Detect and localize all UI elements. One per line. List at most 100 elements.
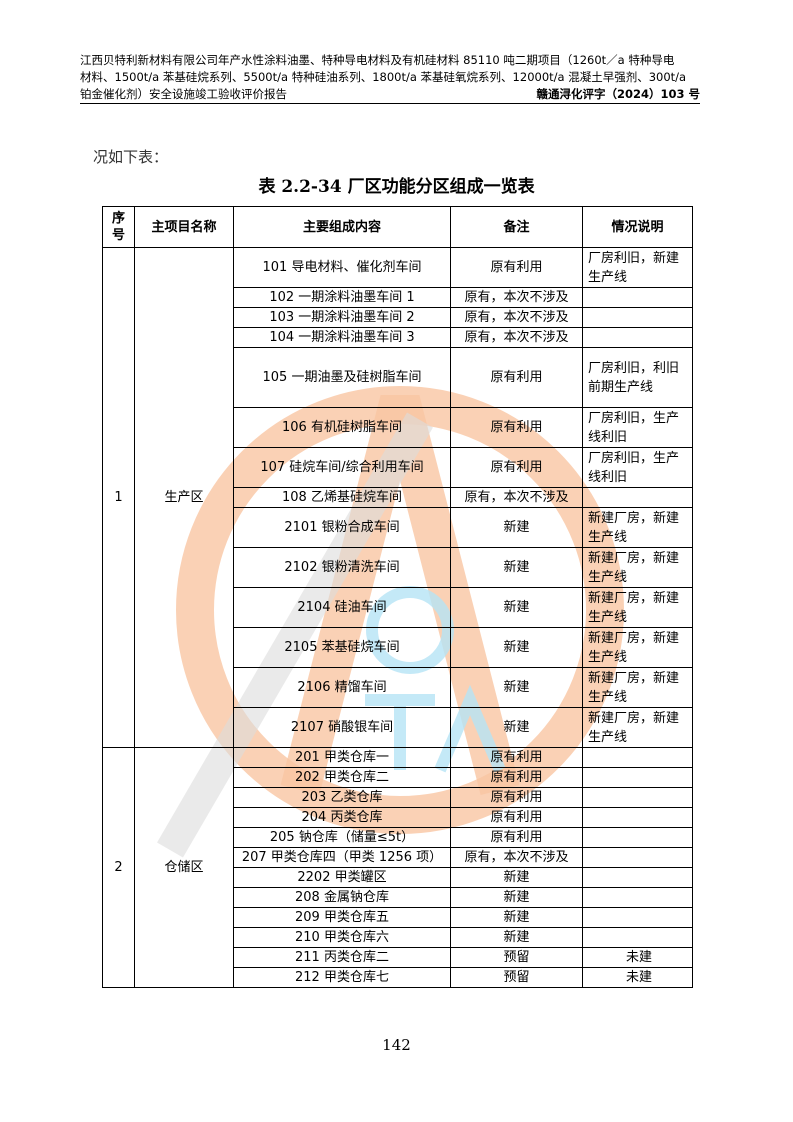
cell-content: 107 硅烷车间/综合利用车间: [233, 447, 451, 488]
cell-note: 新建厂房，新建生产线: [582, 587, 693, 628]
cell-note: [582, 767, 693, 788]
cell-content: 2107 硝酸银车间: [233, 707, 451, 748]
header-line: 铂金催化剂）安全设施竣工验收评价报告: [80, 87, 287, 101]
cell-note: 厂房利旧，新建生产线: [582, 247, 693, 288]
page-number: 142: [382, 1036, 411, 1054]
cell-content: 106 有机硅树脂车间: [233, 407, 451, 448]
cell-note: 未建: [582, 967, 693, 988]
cell-remark: 原有利用: [450, 807, 583, 828]
page-header: 江西贝特利新材料有限公司年产水性涂料油墨、特种导电材料及有机硅材料 85110 …: [80, 52, 700, 104]
cell-remark: 原有，本次不涉及: [450, 487, 583, 508]
cell-content: 201 甲类仓库一: [233, 747, 451, 768]
table-row: 102 一期涂料油墨车间 1 原有，本次不涉及: [103, 287, 693, 308]
cell-note: [582, 787, 693, 808]
cell-remark: 原有利用: [450, 767, 583, 788]
header-line: 江西贝特利新材料有限公司年产水性涂料油墨、特种导电材料及有机硅材料 85110 …: [80, 53, 675, 67]
cell-content: 202 甲类仓库二: [233, 767, 451, 788]
cell-content: 2202 甲类罐区: [233, 867, 451, 888]
cell-remark: 新建: [450, 927, 583, 948]
cell-content: 105 一期油墨及硅树脂车间: [233, 347, 451, 408]
cell-content: 104 一期涂料油墨车间 3: [233, 327, 451, 348]
cell-note: [582, 747, 693, 768]
cell-note: [582, 907, 693, 928]
cell-note: [582, 927, 693, 948]
cell-remark: 新建: [450, 707, 583, 748]
column-header: 情况说明: [582, 206, 693, 248]
cell-content: 208 金属钠仓库: [233, 887, 451, 908]
cell-note: [582, 847, 693, 868]
cell-content: 102 一期涂料油墨车间 1: [233, 287, 451, 308]
group-number: 2: [102, 747, 135, 988]
column-header: 主项目名称: [134, 206, 234, 248]
cell-note: 厂房利旧，利旧前期生产线: [582, 347, 693, 408]
cell-content: 207 甲类仓库四（甲类 1256 项）: [233, 847, 451, 868]
cell-remark: 预留: [450, 967, 583, 988]
cell-content: 205 钠仓库（储量≤5t）: [233, 827, 451, 848]
cell-remark: 原有，本次不涉及: [450, 847, 583, 868]
column-header: 序号: [102, 206, 135, 248]
column-header: 主要组成内容: [233, 206, 451, 248]
intro-text: 况如下表：: [93, 148, 169, 166]
cell-note: 新建厂房，新建生产线: [582, 667, 693, 708]
cell-content: 2104 硅油车间: [233, 587, 451, 628]
cell-note: 厂房利旧，生产线利旧: [582, 407, 693, 448]
cell-remark: 原有利用: [450, 247, 583, 288]
cell-remark: 原有，本次不涉及: [450, 307, 583, 328]
table-row: 1 生产区 101 导电材料、催化剂车间 原有利用 厂房利旧，新建生产线: [102, 247, 693, 748]
cell-content: 211 丙类仓库二: [233, 947, 451, 968]
cell-note: [582, 887, 693, 908]
table-row: 212 甲类仓库七 预留 未建: [103, 967, 693, 988]
table-row: 2202 甲类罐区 新建: [103, 867, 693, 888]
cell-remark: 新建: [450, 667, 583, 708]
cell-content: 210 甲类仓库六: [233, 927, 451, 948]
cell-note: 新建厂房，新建生产线: [582, 507, 693, 548]
cell-remark: 新建: [450, 887, 583, 908]
cell-note: 厂房利旧，生产线利旧: [582, 447, 693, 488]
cell-content: 2105 苯基硅烷车间: [233, 627, 451, 668]
table-row: 103 一期涂料油墨车间 2 原有，本次不涉及: [103, 307, 693, 328]
cell-remark: 新建: [450, 627, 583, 668]
cell-note: [582, 867, 693, 888]
cell-note: 新建厂房，新建生产线: [582, 627, 693, 668]
header-line: 材料、1500t/a 苯基硅烷系列、5500t/a 特种硅油系列、1800t/a…: [80, 70, 687, 84]
cell-note: [582, 807, 693, 828]
zone-table: 序号 主项目名称 主要组成内容 备注 情况说明 1 生产区 101 导电材料、催化剂车间 原有…: [102, 206, 693, 988]
cell-content: 209 甲类仓库五: [233, 907, 451, 928]
cell-remark: 原有利用: [450, 447, 583, 488]
cell-remark: 新建: [450, 507, 583, 548]
cell-content: 2102 银粉清洗车间: [233, 547, 451, 588]
cell-remark: 原有利用: [450, 827, 583, 848]
cell-remark: 原有利用: [450, 747, 583, 768]
group-name: 仓储区: [134, 747, 234, 988]
table-row: 2 仓储区 201 甲类仓库一 原有利用: [102, 747, 693, 988]
cell-note: 未建: [582, 947, 693, 968]
group-number: 1: [102, 247, 135, 748]
column-header: 备注: [450, 206, 583, 248]
cell-content: 2101 银粉合成车间: [233, 507, 451, 548]
cell-content: 101 导电材料、催化剂车间: [233, 247, 451, 288]
cell-remark: 新建: [450, 867, 583, 888]
cell-content: 2106 精馏车间: [233, 667, 451, 708]
cell-remark: 原有利用: [450, 407, 583, 448]
cell-note: 新建厂房，新建生产线: [582, 547, 693, 588]
cell-content: 203 乙类仓库: [233, 787, 451, 808]
cell-remark: 原有，本次不涉及: [450, 327, 583, 348]
header-row: 序号 主项目名称 主要组成内容 备注 情况说明: [102, 206, 693, 248]
cell-remark: 新建: [450, 587, 583, 628]
cell-remark: 原有利用: [450, 347, 583, 408]
cell-content: 108 乙烯基硅烷车间: [233, 487, 451, 508]
cell-remark: 原有，本次不涉及: [450, 287, 583, 308]
document-number: 赣通浔化评字（2024）103 号: [536, 87, 700, 101]
cell-note: [582, 327, 693, 348]
cell-content: 212 甲类仓库七: [233, 967, 451, 988]
cell-note: [582, 827, 693, 848]
cell-note: [582, 307, 693, 328]
cell-remark: 新建: [450, 907, 583, 928]
cell-note: 新建厂房，新建生产线: [582, 707, 693, 748]
cell-note: [582, 287, 693, 308]
cell-content: 103 一期涂料油墨车间 2: [233, 307, 451, 328]
cell-remark: 新建: [450, 547, 583, 588]
cell-remark: 原有利用: [450, 787, 583, 808]
cell-content: 204 丙类仓库: [233, 807, 451, 828]
group-name: 生产区: [134, 247, 234, 748]
